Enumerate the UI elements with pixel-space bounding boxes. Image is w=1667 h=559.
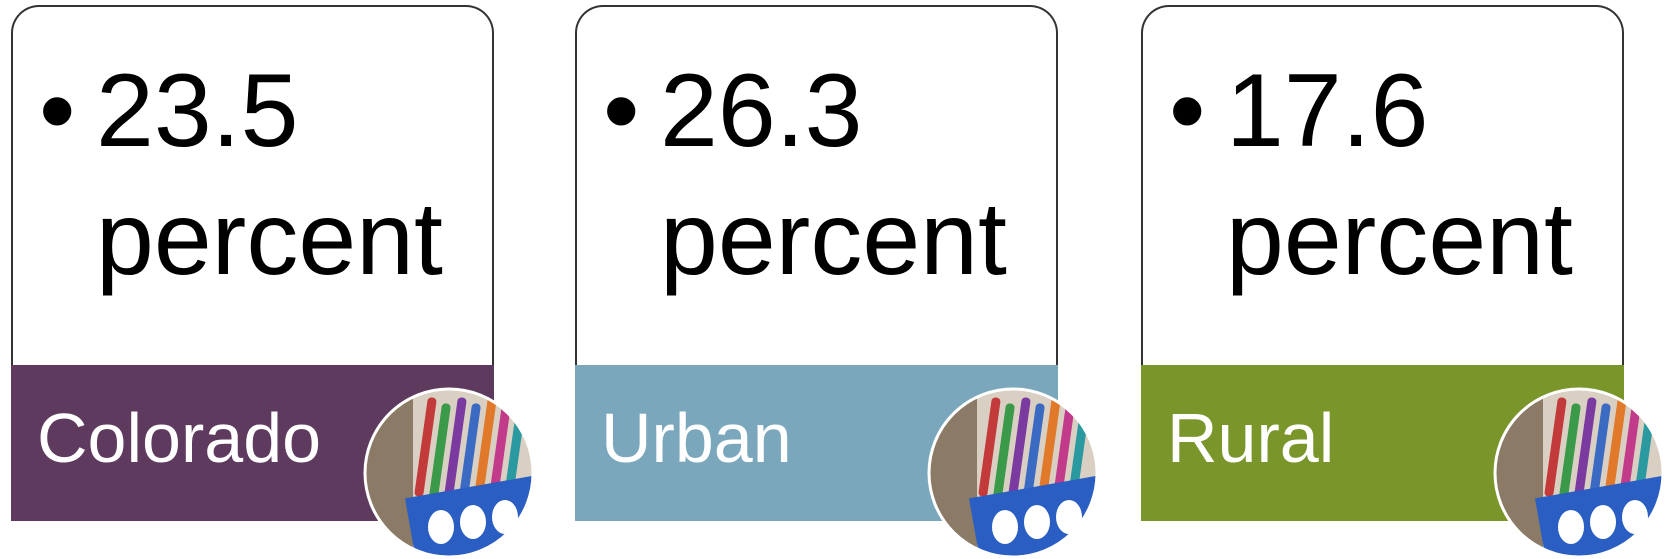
photo <box>927 387 1099 559</box>
tooth <box>460 505 486 539</box>
card-label: Rural <box>1167 393 1334 483</box>
stat-text: 26.3 percent <box>577 47 1056 303</box>
tooth <box>1558 510 1584 544</box>
photo <box>363 387 535 559</box>
tooth <box>1622 500 1648 534</box>
photo-wall <box>1493 387 1543 559</box>
stat-text: 17.6 percent <box>1143 47 1622 303</box>
tooth <box>1056 500 1082 534</box>
photo-wall <box>927 387 977 559</box>
tooth <box>492 500 518 534</box>
page: {"cards": [ {"stat": "23.5 percent", "la… <box>0 0 1667 558</box>
tooth <box>428 510 454 544</box>
photo <box>1493 387 1665 559</box>
photo-wall <box>363 387 413 559</box>
card-label: Colorado <box>37 393 321 483</box>
stat-text: 23.5 percent <box>13 47 492 303</box>
card-label: Urban <box>601 393 792 483</box>
tooth <box>1590 505 1616 539</box>
tooth <box>992 510 1018 544</box>
tooth <box>1024 505 1050 539</box>
